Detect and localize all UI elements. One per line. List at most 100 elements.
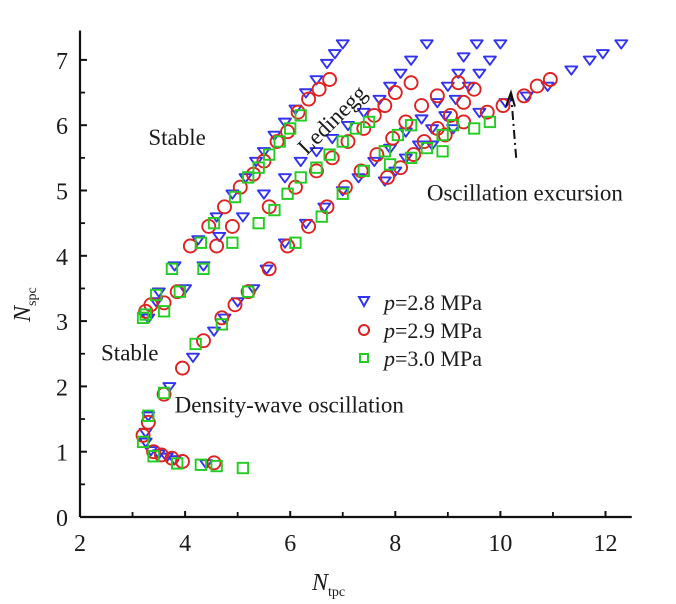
data-point-circle [516,88,532,104]
data-point-circle [154,447,169,463]
data-point-circle [353,163,369,179]
data-point-square [157,305,171,318]
legend-label-prefix: p [382,346,395,371]
data-point-square [483,115,497,129]
data-point-circle [311,81,327,97]
data-point-square [362,115,376,129]
data-point-square [242,171,255,184]
arrow-shaft [509,92,518,158]
y-tick-label: 3 [56,310,68,336]
data-point-circle [261,261,277,277]
data-point-circle [280,124,296,140]
data-point-triangle-down [256,189,271,200]
data-point-square [315,210,328,223]
data-point-circle [340,134,356,149]
data-point-square [383,158,397,171]
data-point-triangle-down [149,297,164,308]
y-tick-label: 0 [56,506,68,532]
data-point-square [194,236,208,249]
data-point-triangle-down [446,124,461,135]
x-tick-label: 8 [389,531,401,557]
data-point-square [207,216,221,230]
data-point-square [142,409,155,422]
data-point-triangle-down [404,55,419,66]
data-point-circle [456,114,472,130]
data-point-triangle-down [207,326,221,337]
data-point-triangle-down [246,284,261,295]
data-point-square [446,119,460,132]
data-point-triangle-down [469,39,484,50]
legend-entry-3-0: p=3.0 MPa [359,346,482,371]
arrow-head [504,89,516,107]
data-point-triangle-down [178,284,193,295]
data-marks [135,39,629,475]
data-point-triangle-down [309,75,324,86]
data-point-triangle-down [430,98,445,109]
data-point-square [281,187,294,200]
data-point-square [349,122,363,135]
data-point-triangle-down [472,107,487,119]
data-point-circle [429,88,445,104]
data-point-square [263,148,276,161]
data-point-circle [240,284,256,300]
data-point-circle [393,160,409,176]
data-point-square [228,190,242,204]
data-point-triangle-down [482,55,497,66]
data-point-triangle-down [235,212,250,223]
series-p-3-0-mpa [136,109,497,475]
data-point-square [420,141,433,155]
data-point-circle [224,218,240,234]
data-point-triangle-down [186,352,200,363]
data-point-square [157,386,171,400]
data-point-square [139,308,152,321]
annotation-stable-upper: Stable [148,125,206,150]
data-point-square [215,318,229,331]
data-point-circle [379,169,395,185]
data-point-triangle-down [320,58,334,70]
data-point-circle [169,284,185,300]
data-point-circle [301,91,317,107]
data-point-square [194,458,208,471]
annotation-oscillation-excursion: Oscillation excursion [427,180,624,205]
data-point-triangle-down [564,65,579,76]
legend-label-2-8: p=2.8 MPa [382,290,482,315]
data-point-circle [495,98,511,114]
data-point-circle [175,360,190,376]
data-point-square [165,262,179,276]
data-point-triangle-down [325,134,340,145]
data-point-circle [406,147,422,163]
x-tick-label: 6 [284,531,296,557]
data-point-triangle-down [335,39,350,50]
annotation-stable-lower: Stable [101,340,158,365]
legend-label-3-0: p=3.0 MPa [382,346,482,371]
data-point-triangle-down [456,52,471,63]
data-point-square [404,151,418,164]
data-point-square [289,236,302,249]
data-point-square [226,236,239,249]
legend-entry-2-9: p=2.9 MPa [358,318,482,343]
data-point-square [252,161,265,174]
data-point-square [391,128,405,142]
data-point-triangle-down [277,173,292,184]
y-axis-title-sub: spc [25,287,40,306]
y-tick-label: 7 [56,49,68,75]
data-point-circle [209,238,225,254]
legend-marker-circle [358,324,370,336]
x-tick-label: 2 [74,531,86,557]
data-point-circle [214,310,230,326]
legend-marker-square [359,353,369,363]
x-tick-label: 10 [488,531,512,557]
y-tick-label: 5 [56,180,68,206]
data-point-square [404,119,418,132]
data-point-circle [269,134,285,149]
data-point-triangle-down [614,39,629,50]
y-tick-label: 2 [56,375,68,401]
data-point-circle [140,414,156,430]
data-point-triangle-down [414,114,429,125]
data-point-square [171,457,184,470]
data-point-square [210,459,223,473]
data-point-circle [206,455,222,471]
data-point-circle [479,104,495,120]
